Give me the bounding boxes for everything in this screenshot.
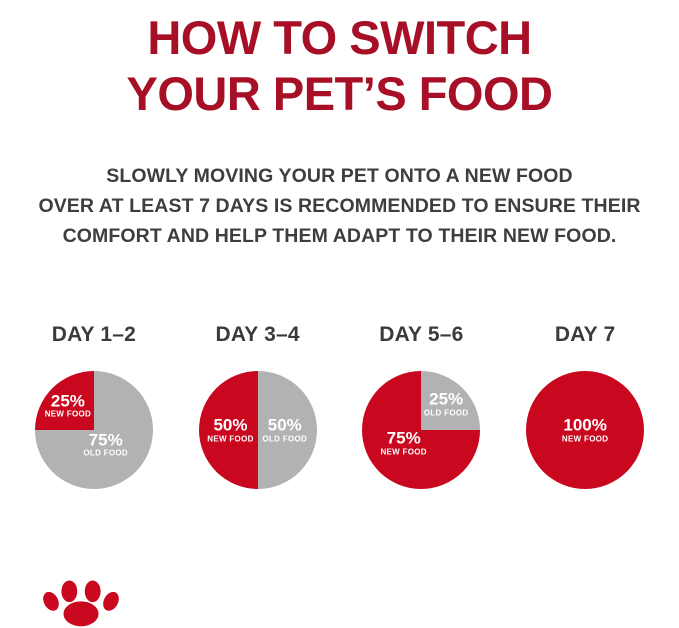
royal-canin-paw-icon bbox=[30, 578, 132, 628]
day-label: DAY 1–2 bbox=[51, 323, 137, 347]
new-food-slice-label: 100% NEW FOOD bbox=[561, 415, 609, 444]
old-food-slice-label: 50% OLD FOOD bbox=[262, 415, 308, 444]
new-food-slice-label: 50% NEW FOOD bbox=[207, 415, 254, 444]
day-column-1-2: DAY 1–2 25% NEW FOOD 75% OLD FOOD bbox=[15, 323, 173, 490]
new-food-slice-label: 25% NEW FOOD bbox=[44, 390, 92, 419]
old-food-slice-label: 25% OLD FOOD bbox=[423, 389, 469, 418]
new-food-percentage: 75% bbox=[386, 428, 421, 448]
new-food-name: NEW FOOD bbox=[380, 447, 427, 457]
old-food-name: OLD FOOD bbox=[262, 434, 308, 444]
old-food-slice-label: 75% OLD FOOD bbox=[83, 429, 128, 458]
intro-text: SLOWLY MOVING YOUR PET ONTO A NEW FOOD O… bbox=[0, 161, 679, 252]
old-food-percentage: 75% bbox=[88, 429, 123, 449]
pie-chart-day-3-4: 50% NEW FOOD 50% OLD FOOD bbox=[198, 371, 317, 490]
new-food-name: NEW FOOD bbox=[561, 434, 609, 444]
old-food-percentage: 25% bbox=[429, 389, 464, 409]
new-food-slice-label: 75% NEW FOOD bbox=[380, 428, 427, 457]
pie-chart-day-1-2: 25% NEW FOOD 75% OLD FOOD bbox=[34, 371, 153, 490]
day-label: DAY 3–4 bbox=[215, 323, 300, 347]
new-food-name: NEW FOOD bbox=[207, 434, 254, 444]
intro-text-line-2: OVER AT LEAST 7 DAYS IS RECOMMENDED TO E… bbox=[38, 195, 641, 217]
old-food-name: OLD FOOD bbox=[83, 448, 128, 458]
new-food-name: NEW FOOD bbox=[44, 409, 92, 419]
intro-text-line-3: COMFORT AND HELP THEM ADAPT TO THEIR NEW… bbox=[62, 225, 617, 248]
day-label: DAY 7 bbox=[554, 323, 616, 347]
page-title-line-1: HOW TO SWITCH bbox=[147, 11, 532, 64]
day-column-5-6: DAY 5–6 75% NEW FOOD 25% OLD FOOD bbox=[342, 323, 500, 490]
new-food-percentage: 100% bbox=[563, 415, 607, 435]
pie-chart-day-7: 100% NEW FOOD bbox=[526, 371, 645, 490]
page-title: HOW TO SWITCH YOUR PET’S FOOD bbox=[0, 0, 679, 123]
old-food-percentage: 50% bbox=[267, 415, 302, 435]
page-title-line-2: YOUR PET’S FOOD bbox=[126, 67, 554, 121]
old-food-name: OLD FOOD bbox=[423, 408, 469, 418]
new-food-percentage: 25% bbox=[50, 390, 85, 410]
new-food-percentage: 50% bbox=[213, 415, 248, 435]
day-column-3-4: DAY 3–4 50% NEW FOOD 50% OLD FOOD bbox=[179, 323, 337, 490]
day-column-7: DAY 7 100% NEW FOOD bbox=[506, 323, 664, 490]
transition-days-row: DAY 1–2 25% NEW FOOD 75% OLD FOOD DAY 3–… bbox=[0, 323, 679, 490]
pie-chart-day-5-6: 75% NEW FOOD 25% OLD FOOD bbox=[362, 371, 481, 490]
intro-text-line-1: SLOWLY MOVING YOUR PET ONTO A NEW FOOD bbox=[106, 164, 573, 187]
day-label: DAY 5–6 bbox=[379, 323, 464, 347]
